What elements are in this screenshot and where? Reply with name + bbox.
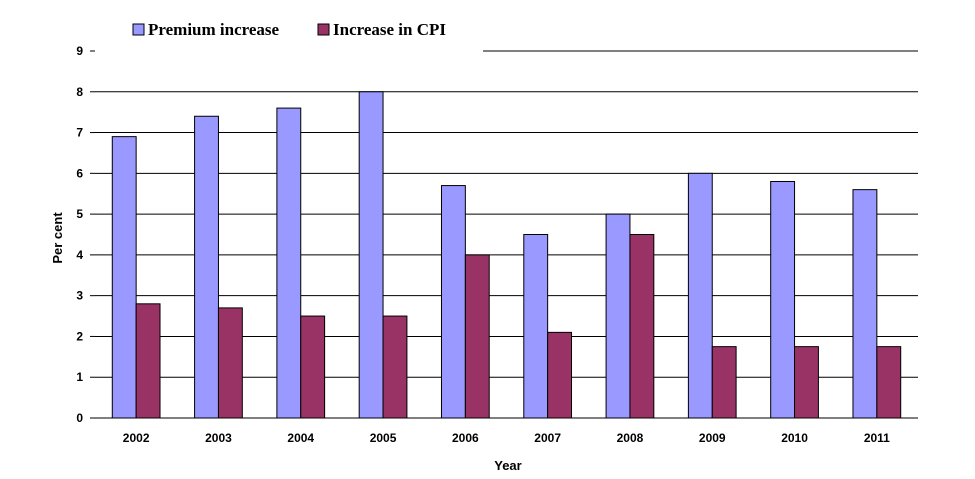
y-axis-title: Per cent <box>50 212 65 264</box>
bar-cpi-2006 <box>464 254 490 419</box>
bar-cpi-2007 <box>547 331 573 419</box>
bar-premium-2005 <box>358 91 384 419</box>
legend: Premium increase Increase in CPI <box>132 20 446 39</box>
y-tick-label: 6 <box>76 166 83 180</box>
x-tick-label: 2008 <box>617 431 644 445</box>
x-axis-ticks: 2002 2003 2004 2005 2006 2007 2008 2009 2010 2011 <box>123 431 890 445</box>
x-tick-label: 2005 <box>370 431 397 445</box>
y-tick-label: 7 <box>76 126 83 140</box>
x-tick-label: 2007 <box>534 431 561 445</box>
legend-swatch <box>132 23 145 36</box>
x-tick-label: 2011 <box>864 431 890 445</box>
legend-swatch <box>317 23 330 36</box>
x-tick-label: 2010 <box>781 431 808 445</box>
bar-premium-2007 <box>523 234 549 419</box>
bar-cpi-2003 <box>217 307 243 419</box>
bar-cpi-2009 <box>711 346 737 419</box>
y-tick-label: 3 <box>76 289 83 303</box>
x-tick-label: 2006 <box>452 431 479 445</box>
bar-cpi-2011 <box>876 346 902 419</box>
y-tick-label: 2 <box>76 329 83 343</box>
bar-cpi-2002 <box>135 303 161 419</box>
bar-premium-2010 <box>770 180 796 419</box>
x-tick-label: 2003 <box>205 431 232 445</box>
legend-label: Premium increase <box>148 20 280 39</box>
bar-cpi-2008 <box>629 234 655 419</box>
legend-label: Increase in CPI <box>333 20 446 39</box>
bars <box>111 91 902 419</box>
bar-premium-2009 <box>687 172 713 419</box>
bar-cpi-2004 <box>300 315 326 419</box>
y-tick-label: 8 <box>76 85 83 99</box>
bar-premium-2004 <box>276 107 302 419</box>
bar-premium-2008 <box>605 213 631 419</box>
y-axis-ticks: 0 1 2 3 4 5 6 7 8 9 <box>76 44 95 425</box>
y-tick-label: 4 <box>76 248 83 262</box>
bar-premium-2003 <box>194 115 219 419</box>
bar-cpi-2010 <box>794 346 819 419</box>
x-tick-label: 2002 <box>123 431 150 445</box>
y-tick-label: 0 <box>76 411 83 425</box>
bar-premium-2006 <box>440 185 466 419</box>
x-tick-label: 2009 <box>699 431 726 445</box>
bar-premium-2002 <box>111 136 137 419</box>
x-tick-label: 2004 <box>287 431 314 445</box>
bar-premium-2011 <box>852 189 878 419</box>
y-tick-label: 9 <box>76 44 83 58</box>
y-tick-label: 1 <box>76 370 83 384</box>
bar-cpi-2005 <box>382 315 408 419</box>
y-tick-label: 5 <box>76 207 83 221</box>
x-axis-title: Year <box>494 458 521 473</box>
